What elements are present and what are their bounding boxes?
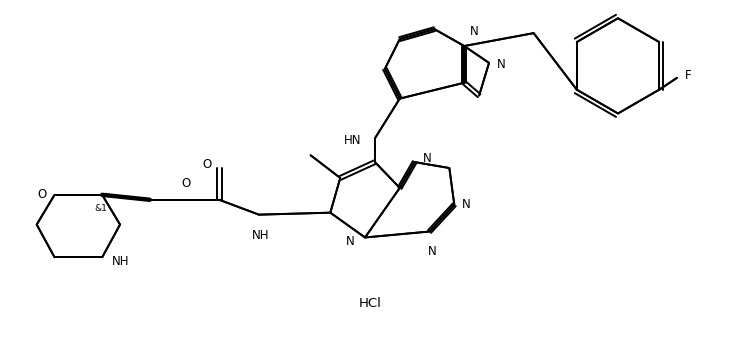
Text: O: O — [37, 188, 47, 201]
Text: NH: NH — [112, 255, 130, 268]
Text: O: O — [202, 158, 211, 170]
Text: N: N — [462, 198, 471, 211]
Text: N: N — [346, 235, 355, 248]
Text: O: O — [182, 177, 191, 190]
Text: N: N — [497, 58, 505, 71]
Text: HN: HN — [344, 134, 361, 147]
Text: N: N — [422, 151, 431, 165]
Text: NH: NH — [252, 228, 270, 242]
Text: HCl: HCl — [359, 297, 382, 310]
Text: N: N — [471, 25, 479, 38]
Text: N: N — [428, 245, 436, 258]
Text: F: F — [685, 69, 691, 82]
Text: &1: &1 — [94, 204, 107, 213]
